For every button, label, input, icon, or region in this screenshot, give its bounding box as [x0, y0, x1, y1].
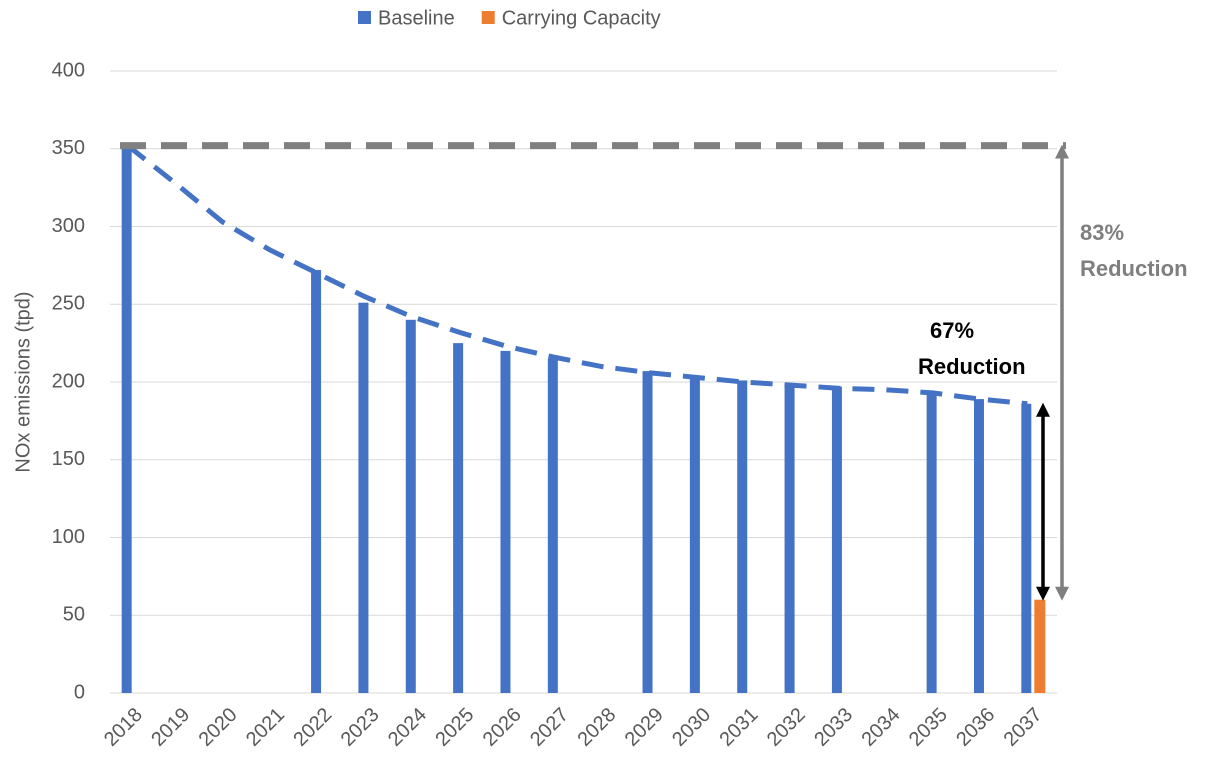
- x-tick-label: 2036: [952, 704, 999, 751]
- x-tick-label: 2022: [289, 704, 336, 751]
- y-tick-label: 100: [52, 526, 85, 548]
- y-tick-label: 300: [52, 215, 85, 237]
- x-tick-label: 2025: [431, 704, 478, 751]
- x-tick-label: 2026: [479, 704, 526, 751]
- x-tick-label: 2018: [100, 704, 147, 751]
- y-tick-label: 150: [52, 448, 85, 470]
- y-tick-label: 50: [63, 604, 85, 626]
- bar: [926, 392, 937, 693]
- x-tick-label: 2032: [763, 704, 810, 751]
- annotation-text: Reduction: [1080, 256, 1188, 281]
- bar: [121, 148, 132, 693]
- legend-label: Carrying Capacity: [502, 7, 661, 29]
- y-tick-label: 400: [52, 59, 85, 81]
- annotation-text: Reduction: [918, 354, 1026, 379]
- x-tick-label: 2030: [668, 704, 715, 751]
- annotation-text: 67%: [930, 318, 974, 343]
- bar: [500, 350, 511, 693]
- bar: [689, 377, 700, 693]
- bar: [1034, 599, 1046, 693]
- bar: [453, 343, 464, 693]
- bar: [642, 371, 653, 693]
- x-tick-label: 2024: [384, 704, 431, 751]
- bar: [973, 399, 984, 693]
- bar: [1021, 403, 1032, 693]
- y-axis-title: NOx emissions (tpd): [12, 291, 34, 472]
- bar: [831, 386, 842, 693]
- legend-swatch: [481, 11, 495, 24]
- x-tick-label: 2037: [1000, 704, 1047, 751]
- y-tick-label: 0: [74, 681, 85, 703]
- y-tick-label: 250: [52, 293, 85, 315]
- bar: [737, 380, 748, 693]
- x-tick-label: 2023: [337, 704, 384, 751]
- bar: [358, 302, 369, 693]
- trend-line: [126, 143, 1028, 407]
- x-tick-label: 2029: [621, 704, 668, 751]
- y-tick-label: 200: [52, 370, 85, 392]
- legend-swatch: [358, 11, 371, 24]
- x-tick-label: 2021: [242, 704, 289, 751]
- bar: [547, 358, 558, 693]
- x-tick-label: 2027: [526, 704, 573, 751]
- legend-label: Baseline: [378, 7, 455, 29]
- x-tick-label: 2028: [573, 704, 620, 751]
- x-tick-label: 2020: [195, 704, 242, 751]
- bar: [405, 319, 416, 693]
- y-tick-label: 350: [52, 137, 85, 159]
- x-tick-label: 2035: [905, 704, 952, 751]
- x-tick-label: 2019: [147, 704, 194, 751]
- bar: [784, 383, 795, 693]
- x-tick-label: 2033: [810, 704, 857, 751]
- x-tick-label: 2034: [858, 704, 905, 751]
- bar: [311, 270, 322, 693]
- x-tick-label: 2031: [715, 704, 762, 751]
- annotation-text: 83%: [1080, 220, 1124, 245]
